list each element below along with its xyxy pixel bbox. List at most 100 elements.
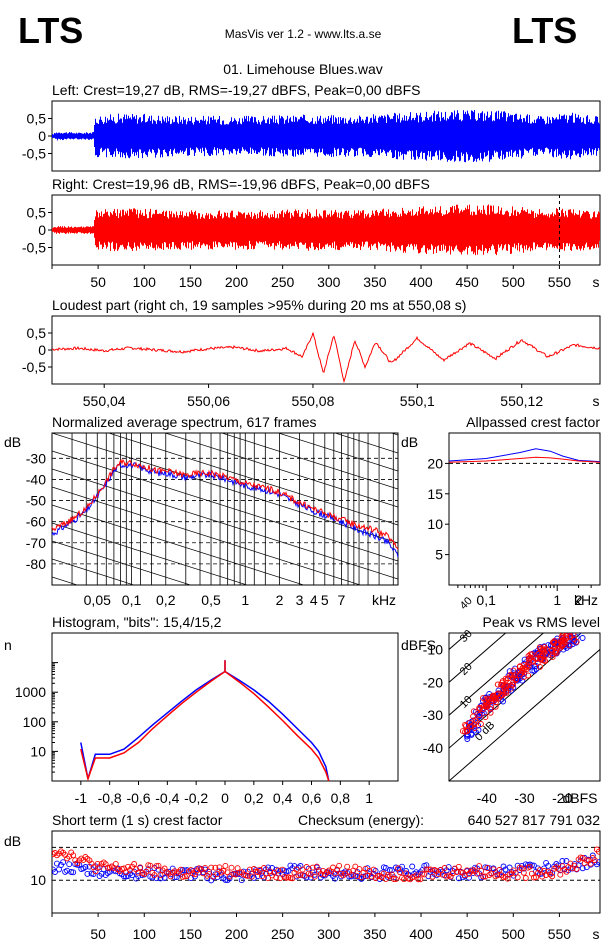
st-point-red bbox=[135, 869, 142, 876]
st-point-red bbox=[147, 862, 154, 869]
y-tick-label: -70 bbox=[26, 535, 46, 551]
y-axis-label: dB bbox=[401, 434, 418, 450]
x-tick-label: 300 bbox=[317, 274, 341, 290]
x-tick-label: 50 bbox=[90, 926, 106, 942]
y-tick-label: -60 bbox=[26, 514, 46, 530]
panel-title: Histogram, "bits": 15,4/15,2 bbox=[52, 614, 222, 630]
x-tick-label: 550,1 bbox=[400, 393, 435, 409]
st-point-blue bbox=[161, 874, 168, 881]
pvr-point-red bbox=[488, 695, 495, 702]
pvr-point-red bbox=[553, 641, 560, 648]
pvr-point-red bbox=[473, 718, 480, 725]
pvr-point-red bbox=[476, 712, 483, 718]
slope-line bbox=[52, 450, 398, 562]
st-point-red bbox=[181, 873, 188, 880]
spectrum-series-blue bbox=[51, 462, 399, 558]
st-point-red bbox=[575, 856, 582, 863]
pvr-point-red bbox=[527, 654, 534, 661]
st-point-red bbox=[520, 869, 527, 876]
x-tick-label: 550,08 bbox=[292, 393, 335, 409]
crest-lines bbox=[449, 633, 600, 781]
st-point-red bbox=[370, 866, 377, 873]
slope-line bbox=[333, 433, 398, 454]
y-tick-label: 0,5 bbox=[27, 325, 47, 341]
pvr-point-red bbox=[464, 728, 471, 734]
pvr-point-red bbox=[476, 705, 483, 712]
st-point-red bbox=[244, 872, 251, 879]
y-tick-label: -30 bbox=[423, 707, 443, 723]
x-tick-label: 150 bbox=[179, 274, 203, 290]
x-tick-label: 0,5 bbox=[201, 592, 221, 608]
st-point-red bbox=[358, 874, 365, 881]
y-tick-label: -10 bbox=[423, 641, 443, 657]
pvr-point-red bbox=[528, 651, 535, 658]
y-axis-label: dBFS bbox=[401, 637, 436, 653]
x-tick-label: 5 bbox=[321, 592, 329, 608]
checksum-label: Checksum (energy): bbox=[298, 812, 424, 828]
st-point-red bbox=[356, 866, 363, 873]
st-point-red bbox=[498, 872, 505, 879]
y-axis-label: n bbox=[4, 637, 12, 653]
x-tick-label: 550 bbox=[548, 926, 572, 942]
st-point-red bbox=[415, 876, 422, 883]
x-tick-label: s bbox=[593, 274, 600, 290]
st-point-red bbox=[287, 875, 294, 881]
st-point-red bbox=[336, 862, 343, 869]
st-point-blue bbox=[98, 870, 105, 877]
x-tick-label: 0,1 bbox=[476, 592, 496, 608]
st-point-blue bbox=[589, 852, 596, 859]
st-point-red bbox=[522, 875, 529, 881]
st-point-red bbox=[490, 866, 497, 873]
x-tick-label: 400 bbox=[409, 274, 433, 290]
pvr-point-red bbox=[503, 677, 510, 684]
x-tick-label: 0,1 bbox=[122, 592, 142, 608]
pvr-point-blue bbox=[529, 667, 536, 674]
st-point-red bbox=[457, 869, 464, 876]
pvr-point-red bbox=[540, 646, 547, 653]
pvr-point-red bbox=[499, 692, 506, 698]
pvr-point-red bbox=[470, 713, 477, 720]
x-tick-label: 500 bbox=[502, 274, 526, 290]
pvr-point-red bbox=[563, 633, 570, 636]
histogram-panel: Histogram, "bits": 15,4/15,2n100010010-1… bbox=[4, 614, 399, 806]
slope-line bbox=[164, 433, 398, 508]
crest-line-label: 20 bbox=[458, 661, 475, 678]
st-point-red bbox=[265, 875, 272, 882]
pvr-point-blue bbox=[533, 662, 540, 669]
x-unit-label: kHz bbox=[372, 592, 396, 608]
pvr-point-red bbox=[549, 654, 556, 661]
st-point-red bbox=[441, 865, 448, 871]
st-point-red bbox=[368, 873, 375, 880]
y-tick-label: 10 bbox=[427, 516, 443, 532]
st-point-red bbox=[549, 873, 556, 880]
st-point-red bbox=[423, 866, 430, 873]
panel-title: Peak vs RMS level bbox=[483, 614, 600, 630]
x-tick-label: 3 bbox=[296, 592, 304, 608]
st-point-blue bbox=[60, 859, 67, 866]
file-title: 01. Limehouse Blues.wav bbox=[223, 61, 383, 77]
x-tick-label: 150 bbox=[179, 926, 203, 942]
x-tick-label: 1 bbox=[365, 790, 373, 806]
panel-title: Loudest part (right ch, 19 samples >95% … bbox=[52, 297, 466, 313]
st-point-red bbox=[587, 860, 594, 867]
panel-title: Normalized average spectrum, 617 frames bbox=[52, 414, 317, 430]
x-tick-label: 400 bbox=[409, 926, 433, 942]
st-point-red bbox=[177, 866, 184, 873]
x-tick-label: -40 bbox=[477, 790, 497, 806]
st-point-blue bbox=[311, 871, 318, 878]
y-tick-label: -30 bbox=[26, 450, 46, 466]
pvr-point-red bbox=[559, 640, 566, 647]
y-tick-label: 0 bbox=[38, 222, 46, 238]
slope-line bbox=[220, 433, 398, 490]
x-tick-label: -0,6 bbox=[126, 790, 150, 806]
loudest-part-panel: Loudest part (right ch, 19 samples >95% … bbox=[22, 297, 601, 409]
st-point-red bbox=[392, 876, 399, 883]
plot-frame bbox=[448, 432, 601, 586]
st-point-red bbox=[514, 874, 521, 881]
x-tick-label: 450 bbox=[455, 926, 479, 942]
y-axis-label: dB bbox=[4, 833, 21, 849]
panel-title: Right: Crest=19,96 dB, RMS=-19,96 dBFS, … bbox=[52, 176, 430, 192]
st-point-red bbox=[246, 866, 253, 873]
